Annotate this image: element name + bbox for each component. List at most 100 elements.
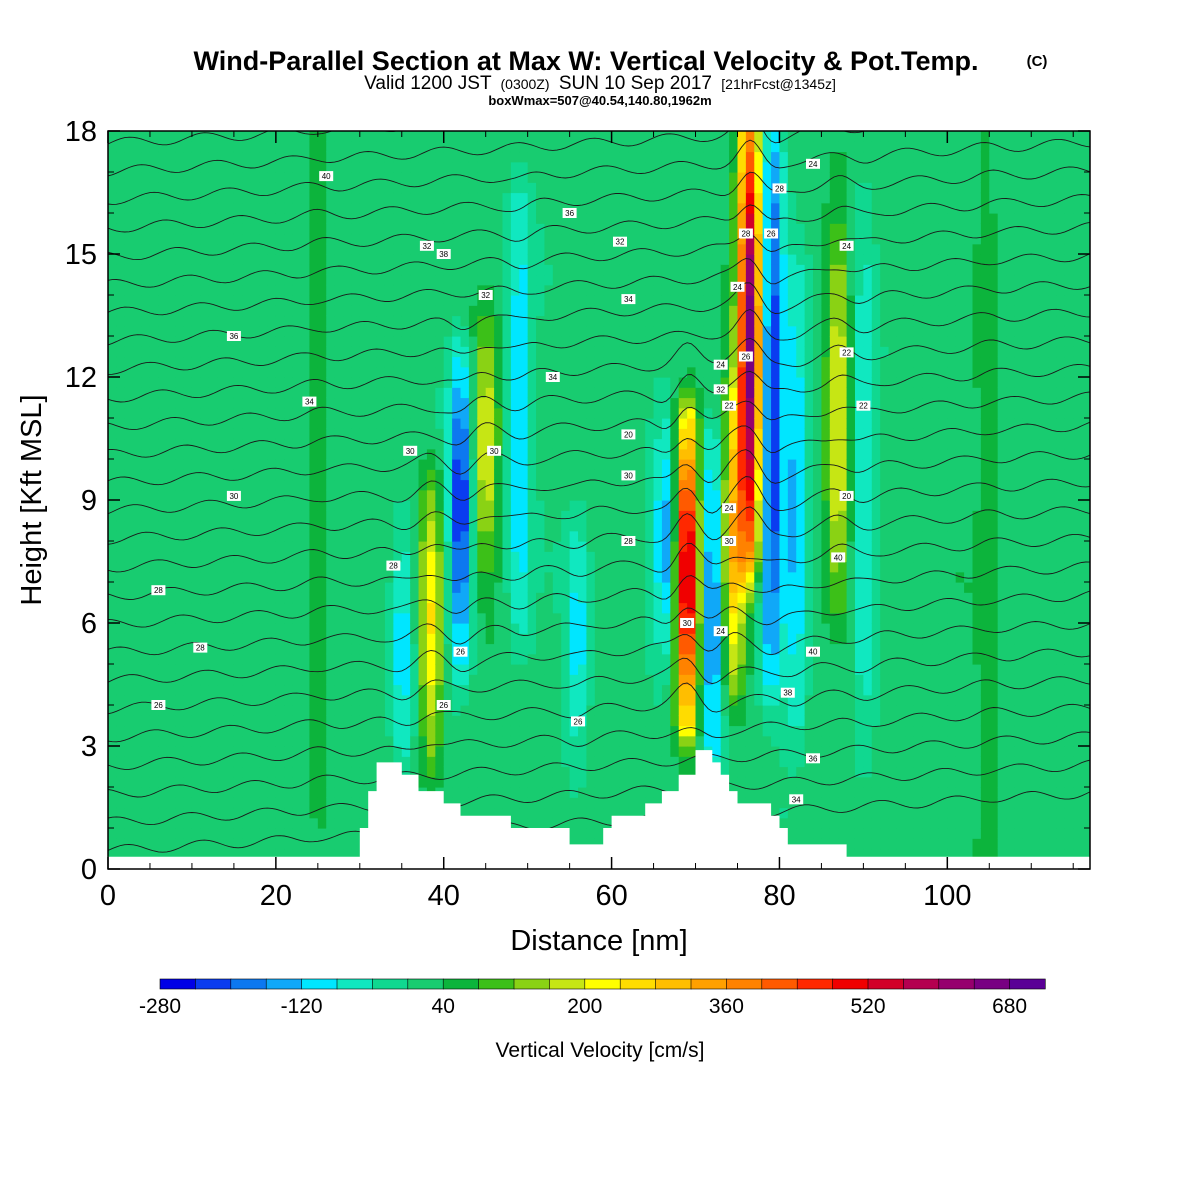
velocity-cell <box>594 756 604 768</box>
velocity-cell <box>242 674 252 686</box>
velocity-cell <box>368 510 378 522</box>
velocity-cell <box>208 582 218 593</box>
velocity-cell <box>687 735 697 747</box>
chart-subtitle: Valid 1200 JST (0300Z) SUN 10 Sep 2017 [… <box>364 73 836 94</box>
velocity-cell <box>116 602 126 614</box>
velocity-cell <box>569 448 579 460</box>
velocity-cell <box>275 571 285 583</box>
velocity-cell <box>301 735 311 747</box>
velocity-cell <box>116 571 126 583</box>
velocity-cell <box>301 254 311 265</box>
velocity-cell <box>183 705 193 716</box>
velocity-cell <box>477 418 487 429</box>
velocity-cell <box>426 561 436 573</box>
velocity-cell <box>250 336 260 347</box>
velocity-cell <box>343 407 352 419</box>
velocity-cell <box>376 530 386 542</box>
velocity-cell <box>435 366 445 378</box>
velocity-cell <box>586 366 596 378</box>
velocity-cell <box>275 643 285 655</box>
velocity-cell <box>468 131 478 142</box>
velocity-cell <box>292 602 302 614</box>
velocity-cell <box>133 151 143 163</box>
velocity-cell <box>208 725 218 737</box>
velocity-cell <box>351 151 361 163</box>
velocity-cell <box>284 520 294 532</box>
velocity-cell <box>384 233 394 245</box>
velocity-cell <box>460 592 470 604</box>
velocity-cell <box>645 735 655 747</box>
velocity-cell <box>418 510 428 522</box>
velocity-cell <box>351 817 361 829</box>
velocity-cell <box>284 489 294 501</box>
velocity-cell <box>418 387 428 399</box>
velocity-cell <box>645 571 655 583</box>
velocity-cell <box>552 520 562 532</box>
velocity-cell <box>418 274 428 286</box>
velocity-cell <box>494 807 504 819</box>
velocity-cell <box>561 213 571 224</box>
velocity-cell <box>191 705 201 716</box>
velocity-cell <box>200 715 210 727</box>
velocity-cell <box>661 643 671 655</box>
velocity-cell <box>225 623 235 634</box>
velocity-cell <box>359 336 369 347</box>
velocity-cell <box>460 489 470 501</box>
velocity-cell <box>133 407 143 419</box>
velocity-cell <box>519 366 529 378</box>
velocity-cell <box>594 479 604 491</box>
velocity-cell <box>149 735 159 747</box>
velocity-cell <box>418 653 428 665</box>
velocity-cell <box>141 366 151 378</box>
velocity-cell <box>561 479 571 491</box>
velocity-cell <box>443 489 453 501</box>
velocity-cell <box>217 305 227 317</box>
velocity-cell <box>351 848 361 860</box>
velocity-cell <box>510 397 520 409</box>
velocity-cell <box>334 254 344 265</box>
velocity-cell <box>468 643 478 655</box>
velocity-cell <box>418 325 428 337</box>
velocity-cell <box>477 295 487 306</box>
velocity-cell <box>141 377 151 388</box>
velocity-cell <box>561 284 571 296</box>
velocity-cell <box>326 684 336 696</box>
velocity-cell <box>619 418 629 429</box>
velocity-cell <box>351 735 361 747</box>
velocity-cell <box>645 489 655 501</box>
velocity-cell <box>166 489 176 501</box>
velocity-cell <box>636 633 646 645</box>
velocity-cell <box>552 274 562 286</box>
velocity-cell <box>149 356 159 368</box>
velocity-cell <box>536 674 546 686</box>
velocity-cell <box>275 161 285 173</box>
velocity-cell <box>217 633 227 645</box>
velocity-cell <box>233 520 243 532</box>
velocity-cell <box>561 305 571 317</box>
velocity-cell <box>561 725 571 737</box>
velocity-cell <box>636 387 646 399</box>
velocity-cell <box>628 735 638 747</box>
velocity-cell <box>326 469 336 481</box>
velocity-cell <box>611 602 621 614</box>
velocity-cell <box>259 223 269 235</box>
velocity-cell <box>569 510 579 522</box>
velocity-cell <box>485 582 495 593</box>
velocity-cell <box>418 500 428 511</box>
velocity-cell <box>519 694 529 706</box>
velocity-cell <box>208 623 218 634</box>
velocity-cell <box>452 315 462 327</box>
velocity-cell <box>410 694 420 706</box>
velocity-cell <box>334 510 344 522</box>
velocity-cell <box>527 387 537 399</box>
velocity-cell <box>284 715 294 727</box>
velocity-cell <box>242 715 252 727</box>
velocity-cell <box>351 694 361 706</box>
velocity-cell <box>301 315 311 327</box>
velocity-cell <box>477 479 487 491</box>
velocity-cell <box>435 141 445 153</box>
velocity-cell <box>611 561 621 573</box>
velocity-cell <box>233 336 243 347</box>
velocity-cell <box>166 510 176 522</box>
velocity-cell <box>527 530 537 542</box>
